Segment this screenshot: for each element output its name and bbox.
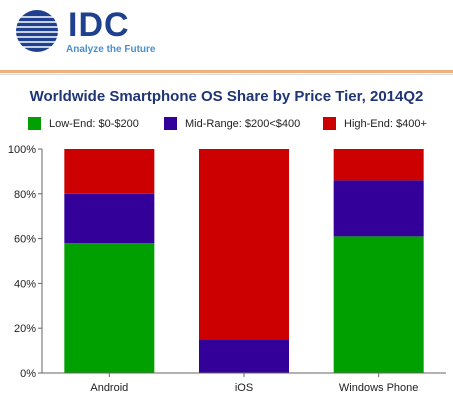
legend-swatch-low-end bbox=[28, 117, 41, 130]
x-tick-label: Android bbox=[90, 382, 128, 394]
legend-swatch-high-end bbox=[323, 117, 336, 130]
bar-segment bbox=[333, 236, 424, 373]
header-rule bbox=[0, 70, 453, 73]
legend-swatch-mid-range bbox=[164, 117, 177, 130]
logo-text: IDC bbox=[68, 6, 130, 44]
y-tick-label: 40% bbox=[14, 278, 36, 290]
legend-item-high-end: High-End: $400+ bbox=[323, 117, 427, 131]
bar-segment bbox=[333, 149, 424, 181]
header: IDC Analyze the Future bbox=[0, 0, 453, 64]
y-tick-label: 60% bbox=[14, 234, 36, 246]
x-tick-label: Windows Phone bbox=[339, 382, 419, 394]
chart-title: Worldwide Smartphone OS Share by Price T… bbox=[29, 88, 424, 105]
legend-item-mid-range: Mid-Range: $200<$400 bbox=[164, 117, 300, 131]
y-tick-label: 100% bbox=[8, 144, 36, 156]
y-tick-label: 20% bbox=[14, 323, 36, 335]
chart-legend: Low-End: $0-$200 Mid-Range: $200<$400 Hi… bbox=[0, 117, 453, 131]
bar-segment bbox=[64, 149, 155, 194]
legend-item-low-end: Low-End: $0-$200 bbox=[28, 117, 139, 131]
legend-label-low-end: Low-End: $0-$200 bbox=[49, 118, 139, 130]
bar-segment bbox=[64, 243, 155, 373]
legend-label-high-end: High-End: $400+ bbox=[344, 118, 427, 130]
y-tick-label: 0% bbox=[20, 368, 36, 380]
legend-label-mid-range: Mid-Range: $200<$400 bbox=[185, 118, 301, 130]
bar-segment bbox=[199, 149, 289, 340]
logo-tagline: Analyze the Future bbox=[66, 44, 156, 55]
y-tick-label: 80% bbox=[14, 189, 36, 201]
bar-segment bbox=[64, 193, 155, 244]
x-tick-label: iOS bbox=[235, 382, 253, 394]
globe-logo-icon bbox=[16, 10, 58, 52]
stacked-bar-chart: 0% 20% 40% 60% 80% 100% Android iOS Windows Phon… bbox=[8, 144, 446, 394]
bar-segment bbox=[333, 180, 424, 237]
bar-segment bbox=[199, 339, 289, 373]
